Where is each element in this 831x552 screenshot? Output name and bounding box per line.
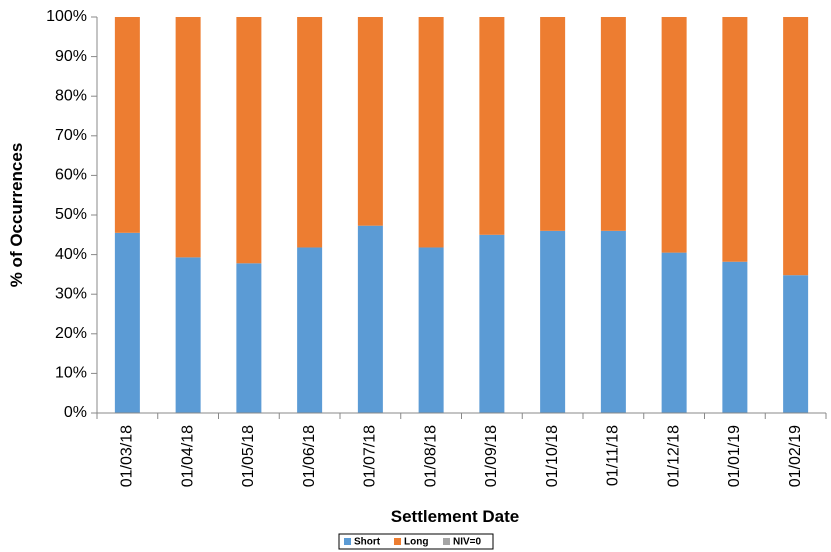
bar-segment [175,17,201,258]
x-tick-label: 01/05/18 [240,425,257,487]
x-tick-label: 01/03/18 [119,425,136,487]
x-tick-label: 01/07/18 [362,425,379,487]
x-axis-title: Settlement Date [391,507,519,526]
y-axis-title: % of Occurrences [7,143,26,288]
bar-segment [236,263,262,413]
bar-segment [297,247,323,413]
x-tick-label: 01/06/18 [301,425,318,487]
bar-segment [661,17,687,253]
bar-segment [600,17,626,231]
x-tick-label: 01/10/18 [544,425,561,487]
x-tick-label: 01/04/18 [179,425,196,487]
bar-segment [357,225,383,413]
x-tick-label: 01/12/18 [665,425,682,487]
bar-segment [783,17,809,276]
y-tick-label: 40% [55,246,87,263]
y-tick-label: 0% [64,404,87,421]
bar-segment [114,17,140,233]
y-tick-label: 100% [46,8,87,25]
x-tick-label: 01/11/18 [605,425,622,486]
bar-segment [783,275,809,413]
bar-segment [479,234,505,413]
bar-segment [114,232,140,413]
bar-segment [722,17,748,262]
bar-segment [236,17,262,264]
bar-segment [357,17,383,226]
x-tick-label: 01/09/18 [483,425,500,487]
y-tick-label: 20% [55,325,87,342]
legend-swatch [443,538,450,545]
legend-box [338,533,494,550]
bar-segment [540,230,566,413]
bar-segment [175,257,201,413]
y-tick-label: 60% [55,167,87,184]
x-tick-label: 01/02/19 [787,425,804,487]
y-tick-label: 80% [55,87,87,104]
bar-segment [661,252,687,413]
x-tick-label: 01/08/18 [422,425,439,487]
legend-swatch [344,538,351,545]
y-tick-label: 50% [55,206,87,223]
bar-segment [540,17,566,231]
y-tick-label: 70% [55,127,87,144]
legend-label: NIV=0 [453,537,482,548]
bar-segment [297,17,323,248]
y-tick-label: 30% [55,285,87,302]
y-tick-label: 90% [55,48,87,65]
bar-segment [418,17,444,248]
bar-segment [479,17,505,235]
bar-segment [600,230,626,413]
legend-label: Long [404,537,428,548]
bar-segment [722,261,748,413]
bar-segment [418,247,444,413]
legend-label: Short [354,537,381,548]
x-tick-label: 01/01/19 [726,425,743,487]
legend-swatch [394,538,401,545]
y-tick-label: 10% [55,365,87,382]
